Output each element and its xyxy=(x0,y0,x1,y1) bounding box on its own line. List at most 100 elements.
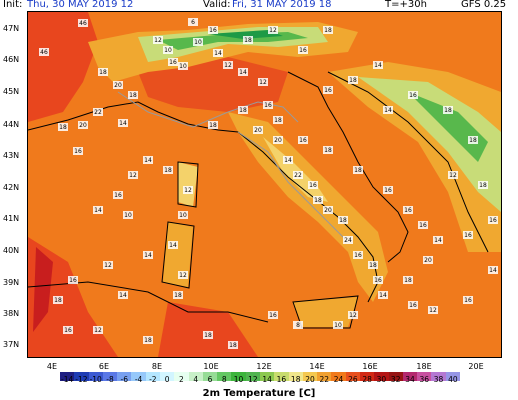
temperature-value-label: 46 xyxy=(40,49,48,56)
value-label-background xyxy=(378,291,388,299)
value-label-background xyxy=(153,36,163,44)
colorbar-tick-label: 12 xyxy=(248,375,258,384)
lon-label-8e: 8E xyxy=(151,362,163,371)
temperature-value-label: 6 xyxy=(191,19,195,26)
temperature-value-label: 12 xyxy=(224,62,232,69)
value-label-background xyxy=(383,186,393,194)
colorbar-cell xyxy=(74,372,90,381)
temperature-value-label: 14 xyxy=(379,292,387,299)
value-label-background xyxy=(93,206,103,214)
colorbar-tick-label: -4 xyxy=(134,375,143,384)
temperature-value-label: 16 xyxy=(299,137,307,144)
value-label-background xyxy=(103,261,113,269)
temperature-value-label: 14 xyxy=(94,207,102,214)
corsica-region xyxy=(178,162,198,207)
value-label-background xyxy=(58,123,68,131)
colorbar-cell xyxy=(60,372,75,381)
colorbar-tick-label: 14 xyxy=(262,375,272,384)
colorbar-tick-label: 34 xyxy=(405,375,415,384)
value-label-background xyxy=(403,206,413,214)
colorbar-tick-label: 36 xyxy=(419,375,430,384)
temperature-value-label: 16 xyxy=(74,148,82,155)
temperature-value-label: 18 xyxy=(469,137,477,144)
colorbar-cell xyxy=(374,372,390,381)
colorbar-cell xyxy=(345,372,361,381)
colorbar-cell xyxy=(145,372,161,381)
value-label-background xyxy=(408,91,418,99)
value-label-background xyxy=(308,181,318,189)
colorbar-tick-label: 22 xyxy=(319,375,330,384)
colorbar-tick-label: 4 xyxy=(193,375,199,384)
temperature-value-labels: 4646182018222018161412101610610141214121… xyxy=(39,18,498,349)
value-label-background xyxy=(118,119,128,127)
temperature-value-label: 18 xyxy=(324,147,332,154)
value-label-background xyxy=(78,19,88,27)
temperature-value-label: 10 xyxy=(179,63,187,70)
temperature-value-label: 12 xyxy=(94,327,102,334)
temperature-value-label: 18 xyxy=(314,197,322,204)
temperature-value-label: 10 xyxy=(179,212,187,219)
colorbar-tick-label: 28 xyxy=(362,375,372,384)
temperature-value-label: 16 xyxy=(374,277,382,284)
colorbar-cell xyxy=(417,372,432,381)
colorbar-title: 2m Temperature [C] xyxy=(202,388,316,399)
temperature-value-label: 16 xyxy=(489,217,497,224)
value-label-background xyxy=(253,126,263,134)
model-name: GFS 0.25 xyxy=(461,0,507,10)
temperature-value-label: 16 xyxy=(384,187,392,194)
temperature-value-label: 18 xyxy=(54,297,62,304)
value-label-background xyxy=(188,18,198,26)
temperature-value-label: 14 xyxy=(239,69,247,76)
temperature-value-label: 12 xyxy=(349,312,357,319)
value-label-background xyxy=(348,311,358,319)
value-label-background xyxy=(353,166,363,174)
value-label-background xyxy=(433,236,443,244)
value-label-background xyxy=(228,341,238,349)
coastline-balkans xyxy=(327,71,489,253)
lat-label-41n: 41N xyxy=(3,214,20,223)
temperature-value-label: 18 xyxy=(239,107,247,114)
temperature-value-label: 16 xyxy=(309,182,317,189)
colorbar-cell xyxy=(260,372,275,381)
lead-time: T=+30h xyxy=(385,0,427,10)
colorbar-cell xyxy=(445,372,461,381)
temperature-value-label: 18 xyxy=(479,182,487,189)
temperature-value-label: 18 xyxy=(229,342,237,349)
value-label-background xyxy=(178,62,188,70)
temperature-value-label: 10 xyxy=(124,212,132,219)
value-label-background xyxy=(178,211,188,219)
colorbar-tick-label: 2 xyxy=(179,375,184,384)
temperature-value-label: 12 xyxy=(104,262,112,269)
colorbar-cell xyxy=(102,372,118,381)
colorbar-tick-label: 6 xyxy=(207,375,213,384)
temperature-value-label: 18 xyxy=(209,122,217,129)
value-label-background xyxy=(313,196,323,204)
temperature-value-label: 14 xyxy=(119,120,127,127)
value-label-background xyxy=(258,78,268,86)
temperature-value-label: 12 xyxy=(154,37,162,44)
value-label-background xyxy=(468,136,478,144)
value-label-background xyxy=(418,221,428,229)
lat-label-37n: 37N xyxy=(3,340,20,349)
value-label-background xyxy=(368,261,378,269)
value-label-background xyxy=(283,156,293,164)
value-label-background xyxy=(298,136,308,144)
sardinia-region xyxy=(163,222,193,287)
temperature-value-label: 12 xyxy=(179,272,187,279)
value-label-background xyxy=(343,236,353,244)
temperature-value-label: 12 xyxy=(449,172,457,179)
temperature-value-label: 16 xyxy=(464,232,472,239)
regional-borders-north xyxy=(117,91,299,128)
colorbar-cell xyxy=(160,372,175,381)
lon-label-16e: 16E xyxy=(362,362,378,371)
temperature-value-label: 22 xyxy=(294,172,302,179)
value-label-background xyxy=(128,171,138,179)
colorbar-cell xyxy=(174,372,190,381)
temperature-colorbar xyxy=(60,372,461,381)
temperature-value-label: 16 xyxy=(464,297,472,304)
value-label-background xyxy=(323,26,333,34)
colorbar-cell xyxy=(431,372,447,381)
value-label-background xyxy=(373,61,383,69)
temperature-value-label: 18 xyxy=(339,217,347,224)
map-header: Init: Thu, 30 MAY 2019 12 Valid: Fri, 31… xyxy=(0,0,518,12)
